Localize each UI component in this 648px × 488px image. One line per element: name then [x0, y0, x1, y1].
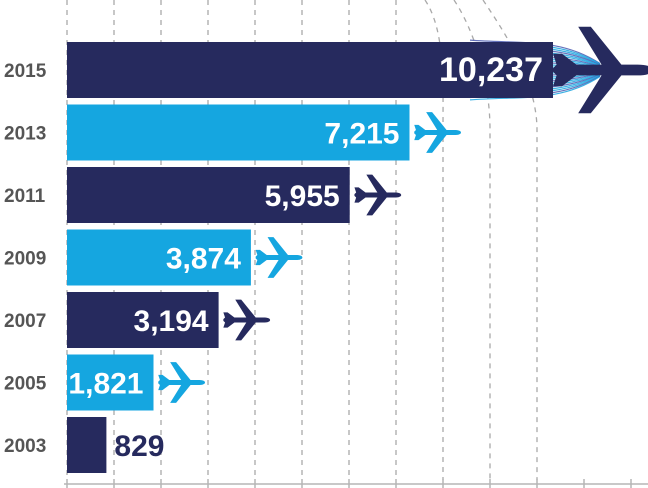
bar — [67, 417, 107, 473]
value-label: 1,821 — [68, 368, 143, 401]
category-label: 2013 — [4, 124, 46, 145]
bar-group: 2015 10,237 — [4, 42, 553, 98]
value-label: 3,194 — [134, 305, 209, 338]
value-label: 829 — [114, 430, 164, 463]
airplane-icon — [255, 237, 303, 278]
value-label: 5,955 — [265, 180, 340, 213]
airplane-icon — [354, 174, 402, 216]
bar — [67, 354, 154, 411]
bar — [67, 167, 350, 223]
airplane-icon — [158, 362, 205, 403]
bar-group: 2005 1,821 — [4, 354, 205, 411]
category-label: 2003 — [4, 436, 46, 457]
value-label: 7,215 — [324, 118, 399, 151]
bar — [67, 104, 410, 161]
value-label: 3,874 — [166, 243, 241, 276]
category-label: 2005 — [4, 374, 47, 395]
bar-group: 2013 7,215 — [4, 104, 461, 161]
bar — [67, 292, 219, 348]
airplane-icon — [223, 299, 271, 341]
category-label: 2015 — [4, 61, 47, 82]
category-label: 2009 — [4, 249, 46, 270]
airplane-icon — [553, 26, 648, 114]
gridline — [424, 0, 444, 480]
bar-group: 2009 3,874 — [4, 229, 303, 286]
airplane-icon — [414, 112, 461, 153]
bar-group: 2003 829 — [4, 417, 164, 473]
category-label: 2007 — [4, 311, 46, 332]
bar-group: 2011 5,955 — [4, 167, 402, 223]
bar — [67, 229, 251, 286]
bar-group: 2007 3,194 — [4, 292, 271, 348]
value-label: 10,237 — [439, 51, 543, 89]
bar — [67, 42, 553, 98]
gridline — [453, 0, 491, 480]
category-label: 2011 — [4, 186, 46, 207]
